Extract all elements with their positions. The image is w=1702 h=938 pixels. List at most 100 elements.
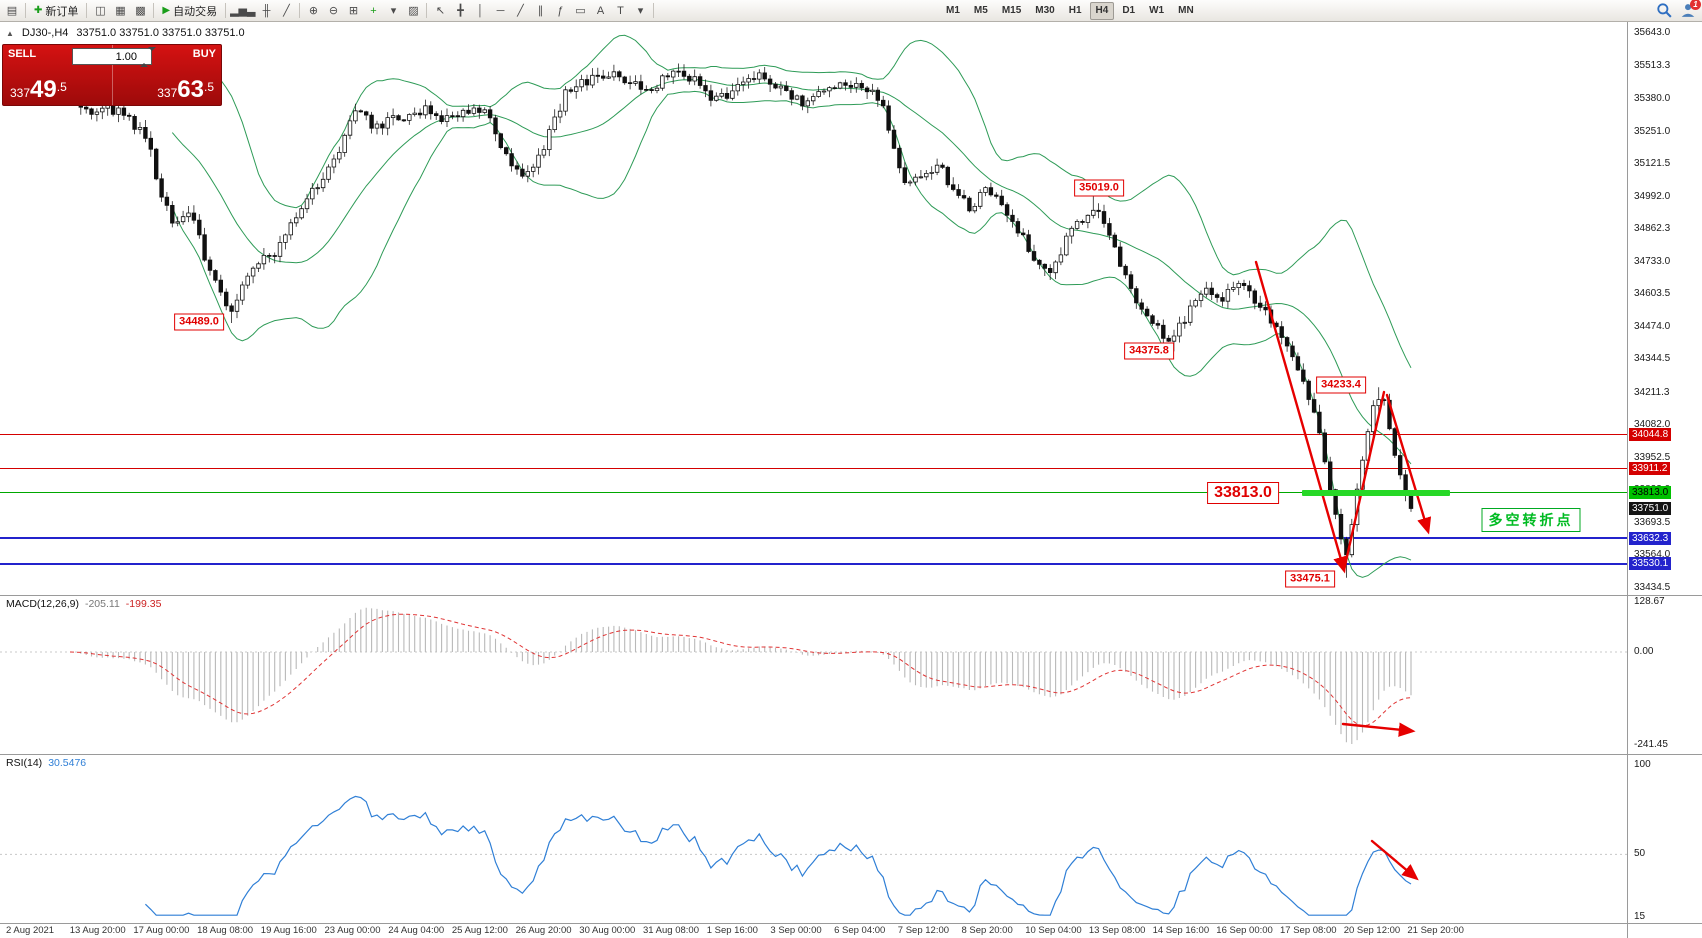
down-arrow-2 xyxy=(1385,393,1432,535)
bar-chart-icon[interactable]: ▂▅▃ xyxy=(230,4,256,17)
bollinger-lower-band xyxy=(171,90,1412,578)
toolbar-separator xyxy=(653,3,655,18)
period-dropdown-icon[interactable]: ▾ xyxy=(390,4,397,17)
bollinger-middle-band xyxy=(171,78,1412,465)
cursor-icon[interactable]: ↖ xyxy=(435,4,446,17)
vertical-line-icon[interactable]: │ xyxy=(477,4,484,17)
new-order-button[interactable]: ✚ 新订单 xyxy=(29,2,83,20)
volume-spinner[interactable] xyxy=(140,47,156,67)
time-axis-label: 23 Aug 00:00 xyxy=(324,925,381,936)
trendline-icon[interactable]: ╱ xyxy=(517,4,524,17)
timeframe-mn[interactable]: MN xyxy=(1178,5,1194,16)
time-axis-label: 18 Aug 08:00 xyxy=(197,925,254,936)
tile-windows-icon[interactable]: ⊞ xyxy=(348,4,359,17)
price-level-label: 33530.1 xyxy=(1629,557,1672,571)
resistance-line-2[interactable] xyxy=(0,467,1627,469)
zoom-in-icon[interactable]: ⊕ xyxy=(308,4,319,17)
price-axis[interactable]: 35643.0 35513.3 35380.0 35251.0 35121.5 34992… xyxy=(1627,0,1702,938)
templates-icon[interactable]: ▨ xyxy=(408,4,419,17)
crosshair-icon[interactable]: ╋ xyxy=(457,4,464,17)
bollinger-upper-band xyxy=(172,34,1412,369)
support-line-blue-2[interactable] xyxy=(0,562,1627,565)
rsi-scale-tick: 15 xyxy=(1634,911,1646,922)
timeframe-m1[interactable]: M1 xyxy=(946,5,960,16)
time-axis-label: 30 Aug 00:00 xyxy=(579,925,636,936)
rsi-line xyxy=(144,795,1412,916)
fibonacci-icon[interactable]: ƒ xyxy=(557,4,564,17)
time-axis-label: 3 Sep 00:00 xyxy=(770,925,822,936)
time-axis[interactable]: 2 Aug 2021 13 Aug 20:00 17 Aug 00:00 18 Aug… xyxy=(0,923,1627,938)
pane-separator[interactable] xyxy=(0,595,1702,596)
autotrading-button[interactable]: ▶ 自动交易 xyxy=(157,2,222,20)
timeframe-h4[interactable]: H4 xyxy=(1089,2,1115,20)
resistance-line-1[interactable] xyxy=(0,434,1627,436)
note-annotation[interactable]: 多空转折点 xyxy=(1481,508,1581,532)
price-level-label: 33911.2 xyxy=(1629,461,1671,475)
account-icon[interactable]: 1 xyxy=(1680,0,1701,18)
one-click-trading-panel: SELL 33749.5 BUY 33763.5 1.00 xyxy=(2,44,222,106)
indicators-icon[interactable]: + xyxy=(370,4,377,17)
time-axis-label: 13 Sep 08:00 xyxy=(1088,925,1146,936)
horizontal-line-icon[interactable]: ─ xyxy=(496,4,505,17)
candlestick-chart-icon[interactable]: ╫ xyxy=(262,4,271,17)
timeframe-m5[interactable]: M5 xyxy=(973,5,988,16)
pane-separator[interactable] xyxy=(0,754,1702,755)
price-level-label: 33632.3 xyxy=(1629,531,1672,545)
time-axis-label: 6 Sep 04:00 xyxy=(834,925,886,936)
rebound-leg xyxy=(1342,390,1386,572)
one-click-toggle-icon[interactable]: ▲ xyxy=(6,28,14,38)
market-watch-icon[interactable]: ▦ xyxy=(115,4,126,17)
time-axis-label: 26 Aug 20:00 xyxy=(515,925,572,936)
sell-button[interactable]: SELL 33749.5 xyxy=(3,45,112,105)
macd-arrow xyxy=(1341,722,1416,737)
ohlc-values: 33751.0 33751.0 33751.0 33751.0 xyxy=(76,27,245,39)
price-annotation[interactable]: 34489.0 xyxy=(174,313,224,331)
search-icon[interactable] xyxy=(1656,2,1672,18)
rsi-scale-tick: 50 xyxy=(1634,848,1646,860)
timeframe-d1[interactable]: D1 xyxy=(1122,5,1136,16)
toolbar-right: 1 xyxy=(1656,0,1701,18)
price-axis-tick: 35643.0 xyxy=(1634,27,1671,38)
rsi-scale-tick: 100 xyxy=(1634,759,1651,770)
price-axis-tick: 35513.3 xyxy=(1634,59,1671,71)
timeframe-m30[interactable]: M30 xyxy=(1035,5,1055,16)
price-axis-tick: 35251.0 xyxy=(1634,125,1671,137)
new-chart-icon[interactable]: ▤ xyxy=(6,4,18,17)
volume-input[interactable]: 1.00 xyxy=(72,47,156,67)
macd-scale-tick: 0.00 xyxy=(1634,646,1654,657)
timeframe-w1[interactable]: W1 xyxy=(1149,5,1165,16)
timeframe-m15[interactable]: M15 xyxy=(1001,5,1022,16)
support-zone-highlight[interactable] xyxy=(1302,489,1450,496)
price-axis-tick: 33693.5 xyxy=(1634,516,1671,528)
price-annotation[interactable]: 33813.0 xyxy=(1207,482,1279,504)
price-level-label: 33813.0 xyxy=(1629,486,1672,500)
support-line-blue-1[interactable] xyxy=(0,537,1627,540)
price-axis-tick: 35121.5 xyxy=(1634,158,1671,170)
macd-scale-tick: 128.67 xyxy=(1634,596,1665,607)
zoom-out-icon[interactable]: ⊖ xyxy=(328,4,339,17)
time-axis-label: 31 Aug 08:00 xyxy=(643,925,699,936)
chart-windows-icon[interactable]: ◫ xyxy=(95,4,106,17)
price-annotation[interactable]: 34375.8 xyxy=(1124,342,1174,360)
channel-icon[interactable]: ∥ xyxy=(537,4,544,17)
toolbar-icons: ▤ ✚ 新订单 ◫ ▦ ▩ ▶ 自动交易 ▂▅▃ ╫ ╱ ⊕ ⊖ ⊞ + ▾ ▨ ↖ ╋ │ ─ ╱ ∥ ƒ ▭ A T ▾ xyxy=(2,0,657,22)
price-annotation[interactable]: 34233.4 xyxy=(1316,376,1366,394)
time-axis-label: 2 Aug 2021 xyxy=(6,925,55,936)
navigator-icon[interactable]: ▩ xyxy=(135,4,146,17)
macd-indicator-label: MACD(12,26,9) -205.11 -199.35 xyxy=(6,598,162,610)
time-axis-label: 1 Sep 16:00 xyxy=(706,925,758,936)
line-chart-icon[interactable]: ╱ xyxy=(283,4,290,17)
price-annotation[interactable]: 33475.1 xyxy=(1285,570,1335,588)
label-icon[interactable]: T xyxy=(617,4,624,17)
time-axis-label: 19 Aug 16:00 xyxy=(260,925,317,936)
time-axis-label: 21 Sep 20:00 xyxy=(1407,925,1464,936)
text-icon[interactable]: A xyxy=(596,4,605,17)
time-axis-label: 20 Sep 12:00 xyxy=(1343,925,1401,936)
shapes-icon[interactable]: ▭ xyxy=(575,4,586,17)
down-arrow-1 xyxy=(1254,260,1348,574)
price-annotation[interactable]: 35019.0 xyxy=(1074,179,1124,197)
timeframe-h1[interactable]: H1 xyxy=(1068,5,1082,16)
price-axis-tick: 34082.0 xyxy=(1634,419,1671,431)
arrows-dropdown-icon[interactable]: ▾ xyxy=(637,4,644,17)
